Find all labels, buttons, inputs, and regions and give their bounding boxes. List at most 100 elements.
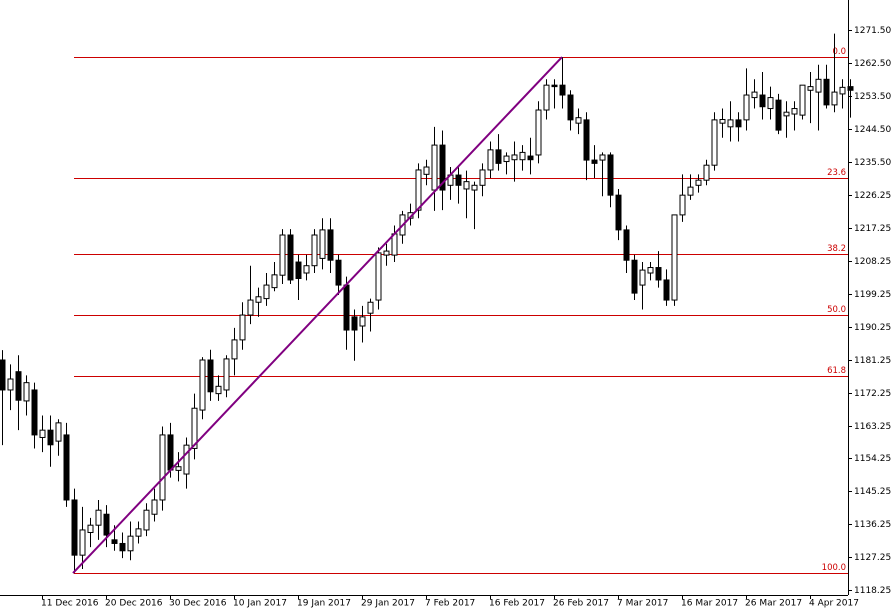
candle-body — [111, 539, 118, 544]
candle-body — [799, 84, 806, 116]
candle-body — [495, 149, 502, 164]
candle-body — [271, 274, 278, 289]
candle-body — [295, 261, 302, 279]
candle-body — [383, 250, 390, 256]
candle-body — [847, 86, 854, 91]
candle-body — [703, 164, 710, 181]
candle-body — [591, 159, 598, 164]
candle-body — [255, 296, 262, 303]
y-tick-label: 1145.25 — [854, 487, 891, 497]
candle-body — [431, 144, 438, 191]
candle-body — [39, 429, 46, 438]
y-tick-label: 1253.50 — [854, 92, 891, 102]
x-tick-label: 10 Jan 2017 — [233, 599, 287, 609]
y-tick-label: 1118.25 — [854, 586, 891, 596]
fib-label: 0.0 — [832, 47, 846, 57]
candle-body — [159, 434, 166, 501]
candle-body — [287, 234, 294, 281]
candle-body — [279, 234, 286, 276]
candle-body — [815, 78, 822, 93]
y-tick-label: 1244.50 — [854, 125, 891, 135]
y-tick-label: 1190.25 — [854, 323, 891, 333]
candle-body — [23, 382, 30, 402]
trend-line — [72, 56, 563, 574]
candle-body — [79, 529, 86, 556]
candle-body — [735, 119, 742, 128]
y-tick-label: 1217.25 — [854, 224, 891, 234]
candle-body — [663, 279, 670, 301]
candle-body — [31, 389, 38, 436]
candle-body — [375, 252, 382, 301]
x-tick-label: 7 Feb 2017 — [425, 599, 475, 609]
candle-body — [167, 434, 174, 471]
candle-body — [191, 407, 198, 449]
candle-body — [655, 267, 662, 281]
candle-body — [479, 169, 486, 186]
x-tick-label: 4 Apr 2017 — [809, 599, 859, 609]
fib-label: 61.8 — [827, 366, 846, 376]
x-tick-label: 20 Dec 2016 — [105, 599, 163, 609]
candle-body — [15, 371, 22, 401]
candle-body — [783, 111, 790, 117]
candle-body — [759, 94, 766, 108]
y-tick-label: 1235.50 — [854, 158, 891, 168]
candle-body — [303, 265, 310, 274]
y-tick-label: 1172.25 — [854, 389, 891, 399]
candle-body — [335, 259, 342, 286]
candle-body — [343, 284, 350, 331]
x-tick-label: 19 Jan 2017 — [297, 599, 351, 609]
candle-body — [575, 117, 582, 124]
candle-body — [767, 97, 774, 110]
candle-body — [687, 186, 694, 196]
fib-label: 100.0 — [822, 563, 846, 573]
candle-body — [423, 166, 430, 175]
candle-body — [95, 509, 102, 526]
candle-body — [743, 94, 750, 121]
candle-body — [359, 316, 366, 327]
candle-body — [135, 528, 142, 537]
candle-body — [639, 269, 646, 286]
candle-body — [391, 233, 398, 256]
x-tick-label: 26 Mar 2017 — [745, 599, 802, 609]
candle-body — [47, 429, 54, 446]
y-tick-label: 1262.50 — [854, 59, 891, 69]
candle-body — [439, 144, 446, 191]
candle-body — [7, 378, 14, 391]
y-tick-label: 1163.25 — [854, 422, 891, 432]
x-tick-label: 26 Feb 2017 — [553, 599, 609, 609]
x-tick-label: 30 Dec 2016 — [169, 599, 227, 609]
candle-body — [199, 359, 206, 411]
candle-body — [247, 299, 254, 316]
candle-body — [583, 119, 590, 161]
x-tick-label: 16 Feb 2017 — [489, 599, 545, 609]
candle-body — [535, 109, 542, 156]
candle-body — [87, 524, 94, 534]
candle-body — [327, 229, 334, 261]
candle-body — [263, 284, 270, 300]
candle-body — [455, 174, 462, 186]
candle-body — [791, 108, 798, 115]
candle-body — [719, 119, 726, 124]
candle-body — [215, 385, 222, 395]
candle-body — [503, 155, 510, 163]
candle-body — [615, 194, 622, 231]
candle-body — [751, 91, 758, 99]
candle-body — [143, 509, 150, 531]
candle-body — [775, 99, 782, 131]
candle-body — [623, 229, 630, 261]
candle-body — [823, 78, 830, 106]
candle-body — [527, 155, 534, 161]
candle-body — [55, 422, 62, 442]
candle-body — [351, 316, 358, 331]
candle-body — [311, 234, 318, 267]
candle-body — [831, 91, 838, 106]
candle-body — [567, 94, 574, 121]
candle-body — [543, 84, 550, 111]
candle-body — [807, 86, 814, 91]
candle-body — [599, 154, 606, 161]
candle-body — [551, 84, 558, 88]
fib-label: 50.0 — [827, 305, 846, 315]
y-tick-label: 1199.25 — [854, 290, 891, 300]
